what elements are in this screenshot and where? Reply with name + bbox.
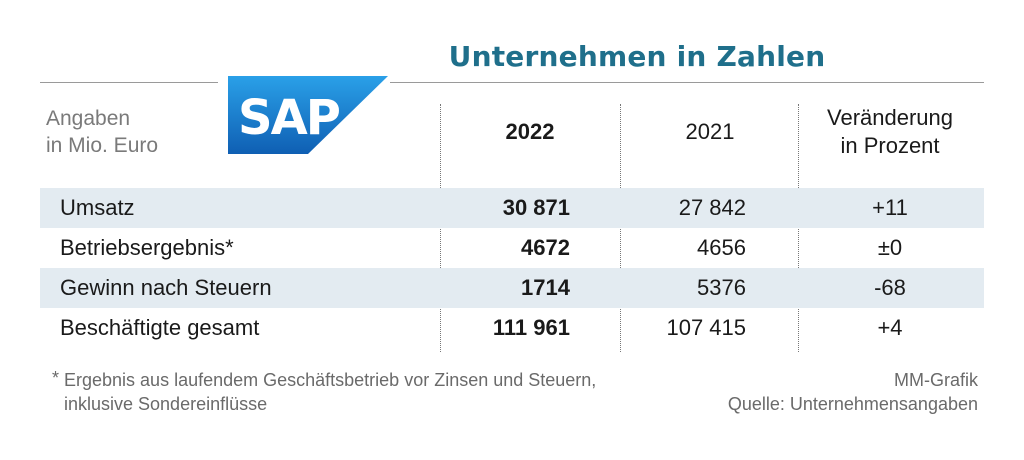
source-note: Quelle: Unternehmensangaben	[727, 394, 978, 414]
row-label: Gewinn nach Steuern	[60, 275, 272, 300]
footnote-line-2: inklusive Sondereinflüsse	[64, 394, 268, 414]
units-line-2: in Mio. Euro	[46, 134, 159, 157]
row-label: Betriebsergebnis*	[60, 235, 234, 260]
value-2022: 4672	[521, 235, 570, 260]
sap-logo-text: SAP	[238, 90, 340, 146]
value-2022: 1714	[521, 275, 570, 300]
chart-title: Unternehmen in Zahlen	[448, 40, 826, 73]
table-row: Beschäftigte gesamt 111 961 107 415 +4	[40, 308, 984, 348]
column-divider-1	[440, 104, 441, 352]
value-2022: 30 871	[502, 195, 570, 220]
footnote-line-1: Ergebnis aus laufendem Geschäftsbetrieb …	[64, 370, 597, 390]
column-header-change: Veränderung in Prozent	[800, 104, 980, 160]
value-2021: 107 415	[666, 315, 746, 340]
column-header-2022: 2022	[505, 119, 555, 144]
value-change: +4	[877, 315, 903, 340]
value-2021: 27 842	[678, 195, 746, 220]
table-row: Betriebsergebnis* 4672 4656 ±0	[40, 228, 984, 268]
row-label: Umsatz	[60, 195, 135, 220]
change-header-line-1: Veränderung	[827, 105, 953, 130]
data-table: Umsatz 30 871 27 842 +11 Betriebsergebni…	[40, 188, 984, 348]
footnote-star: *	[52, 368, 60, 388]
graphic-credit: MM-Grafik	[894, 370, 978, 390]
sap-logo: SAP	[228, 76, 388, 154]
footnote: * Ergebnis aus laufendem Geschäftsbetrie…	[52, 368, 596, 416]
table-row: Gewinn nach Steuern 1714 5376 -68	[40, 268, 984, 308]
value-change: ±0	[877, 235, 903, 260]
units-line-1: Angaben	[46, 107, 131, 130]
credits: MM-Grafik Quelle: Unternehmensangaben	[728, 368, 978, 416]
column-divider-3	[798, 104, 799, 352]
header-rule-right	[390, 82, 984, 83]
table-row: Umsatz 30 871 27 842 +11	[40, 188, 984, 228]
value-change: -68	[874, 275, 906, 300]
value-change: +11	[872, 195, 908, 220]
column-header-2021: 2021	[685, 119, 735, 144]
units-label: Angaben in Mio. Euro	[46, 105, 158, 159]
row-label: Beschäftigte gesamt	[60, 315, 260, 340]
column-divider-2	[620, 104, 621, 352]
value-2022: 111 961	[492, 315, 570, 340]
value-2021: 4656	[697, 235, 746, 260]
value-2021: 5376	[697, 275, 746, 300]
header-rule-left	[40, 82, 218, 83]
change-header-line-2: in Prozent	[840, 133, 940, 158]
